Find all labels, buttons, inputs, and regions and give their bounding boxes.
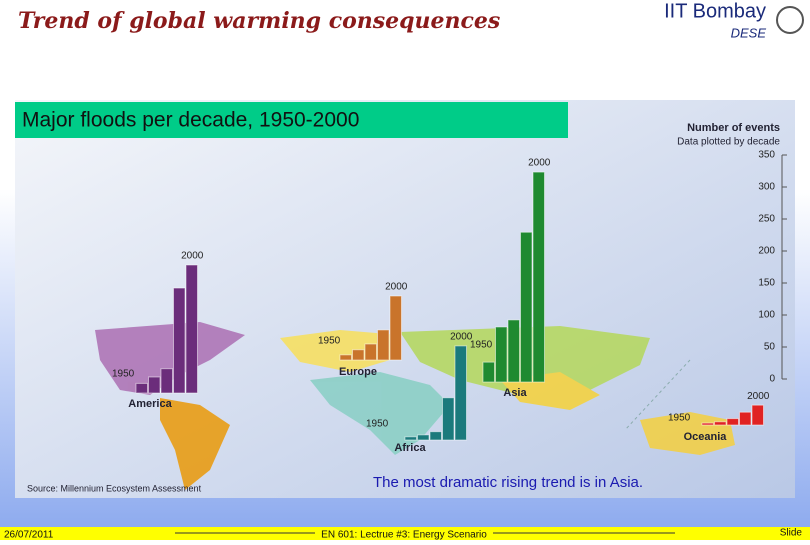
axis-subtitle: Data plotted by decade xyxy=(677,137,780,148)
bar xyxy=(417,434,430,441)
source: Source: Millennium Ecosystem Assessment xyxy=(27,483,202,493)
y-tick-label: 350 xyxy=(758,150,775,161)
footer-bar xyxy=(0,527,810,540)
bar xyxy=(429,431,442,441)
y-tick-label: 300 xyxy=(758,182,775,193)
date: 26/07/2011 xyxy=(4,530,54,540)
bar xyxy=(532,171,545,383)
chart-title: Major floods per decade, 1950-2000 xyxy=(22,109,359,132)
logo xyxy=(776,6,804,34)
first-decade-label: 1950 xyxy=(318,336,341,347)
series-label: Europe xyxy=(339,366,377,378)
last-decade-label: 2000 xyxy=(747,391,770,402)
first-decade-label: 1950 xyxy=(112,369,135,380)
slide-title: Trend of global warming consequences xyxy=(18,8,500,34)
bar xyxy=(339,354,352,361)
bar xyxy=(185,264,198,394)
bar xyxy=(404,436,417,441)
bar xyxy=(507,319,520,383)
bar xyxy=(135,382,148,394)
series-label: Africa xyxy=(394,442,426,454)
y-tick-label: 100 xyxy=(758,310,775,321)
y-tick-label: 200 xyxy=(758,246,775,257)
bar xyxy=(377,329,390,361)
bar xyxy=(726,418,739,426)
y-tick-label: 150 xyxy=(758,278,775,289)
last-decade-label: 2000 xyxy=(528,158,551,169)
slide-label: Slide xyxy=(780,528,803,539)
bar xyxy=(495,326,508,383)
bar xyxy=(701,422,714,426)
series-label: America xyxy=(128,398,172,410)
course: EN 601: Lectrue #3: Energy Scenario xyxy=(321,530,487,540)
bar xyxy=(352,349,365,361)
series-label: Asia xyxy=(503,387,527,399)
bar xyxy=(714,421,727,426)
last-decade-label: 2000 xyxy=(181,251,204,262)
bar xyxy=(364,343,377,361)
department: DESE xyxy=(731,25,767,40)
bar xyxy=(442,397,455,441)
bar xyxy=(173,287,186,394)
chart-title-box xyxy=(15,102,568,138)
axis-title: Number of events xyxy=(687,122,780,134)
y-tick-label: 0 xyxy=(769,374,775,385)
bar xyxy=(148,376,161,394)
y-tick-label: 250 xyxy=(758,214,775,225)
series-label: Oceania xyxy=(684,431,728,443)
bar xyxy=(160,368,173,394)
bar xyxy=(454,345,467,441)
first-decade-label: 1950 xyxy=(470,340,493,351)
bar xyxy=(739,411,752,426)
bar xyxy=(520,231,533,383)
bar xyxy=(751,404,764,426)
last-decade-label: 2000 xyxy=(450,332,473,343)
first-decade-label: 1950 xyxy=(366,419,389,430)
bar xyxy=(482,361,495,383)
y-tick-label: 50 xyxy=(764,342,776,353)
institute: IIT Bombay xyxy=(664,0,766,22)
last-decade-label: 2000 xyxy=(385,282,408,293)
caption: The most dramatic rising trend is in Asi… xyxy=(373,474,643,491)
first-decade-label: 1950 xyxy=(668,413,691,424)
bar xyxy=(389,295,402,361)
